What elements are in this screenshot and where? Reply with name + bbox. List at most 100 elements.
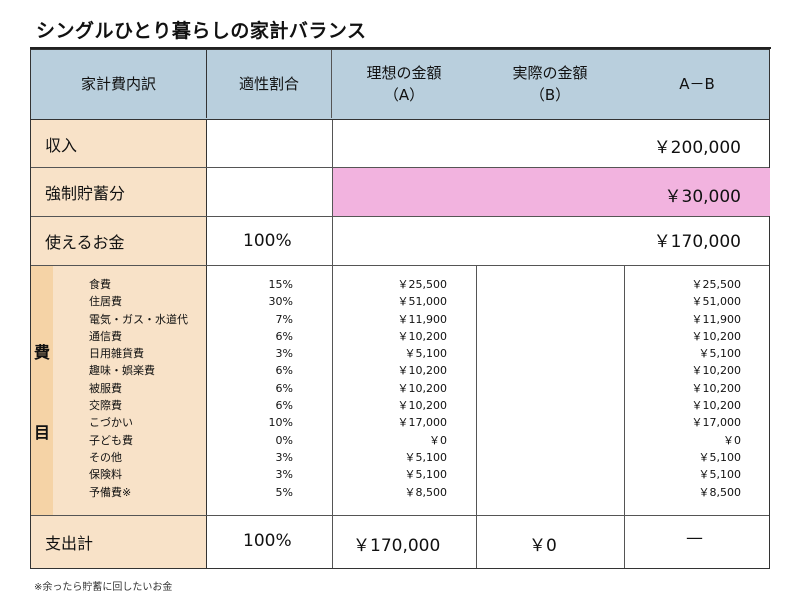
expense-diff: ￥10,200 [691,381,742,395]
usable-value: ￥170,000 [653,232,741,252]
expense-ideal: ￥10,200 [397,329,448,343]
expense-names: 食費 住居費 電気・ガス・水道代 通信費 日用雑貨費 趣味・娯楽費 被服費 交際費 こづかい 子ど… [89,276,188,501]
expense-side-label: 費 目 [31,266,53,515]
header-actual-sub: （B） [529,86,571,104]
expense-diff: ￥5,100 [698,450,742,464]
header-ratio-label: 適性割合 [238,75,299,93]
expense-name: 通信費 [89,329,122,343]
expense-ratio: 30% [268,295,293,309]
expense-actual [491,328,611,345]
header-diff: A－B [624,50,770,118]
expense-ideal: ￥10,200 [397,381,448,395]
expense-ideal: ￥0 [429,433,447,447]
divider [332,516,333,568]
expense-ratio: 15% [268,278,293,291]
expense-diff: ￥5,100 [698,347,742,361]
usable-label: 使えるお金 [31,217,207,265]
expense-ratios: 15% 30% 7% 6% 3% 6% 6% 6% 10% 0% 3% 3% 5% [237,276,293,501]
expense-actual [491,432,611,449]
expense-actual [491,449,611,466]
header-ideal: 理想の金額 （A） [332,50,476,118]
total-diff: — [686,528,703,548]
expense-ratio: 10% [268,416,293,430]
expense-name: 予備費※ [89,485,132,499]
expense-ratio: 6% [275,399,293,413]
divider [476,516,477,568]
usable-ratio: 100% [243,231,292,251]
expense-ideal: ￥17,000 [397,416,448,430]
divider [332,217,333,265]
expense-name: 子ども費 [89,433,133,447]
expense-label-bg [31,266,207,515]
total-label: 支出計 [31,516,207,568]
expense-actual [491,362,611,379]
expense-actual [491,397,611,414]
budget-table: 家計費内訳 適性割合 理想の金額 （A） 実際の金額 （B） A－B 収入 ￥2… [30,49,770,569]
expense-detail-row: 費 目 食費 住居費 電気・ガス・水道代 通信費 日用雑貨費 趣味・娯楽費 被服費 交際費 こづ… [31,266,769,516]
expense-diff: ￥10,200 [691,364,742,378]
expense-diff: ￥17,000 [691,416,742,430]
expense-name: その他 [89,450,122,464]
total-row: 支出計 100% ￥170,000 ￥0 — [31,516,769,568]
expense-ideals: ￥25,500 ￥51,000 ￥11,900 ￥10,200 ￥5,100 ￥10,20… [363,276,448,501]
expense-actual [491,345,611,362]
expense-diff: ￥10,200 [691,399,742,413]
side-label-top: 費 [33,342,50,362]
expense-diffs: ￥25,500 ￥51,000 ￥11,900 ￥10,200 ￥5,100 ￥10,20… [651,276,742,501]
income-value: ￥200,000 [653,138,741,158]
header-actual-label: 実際の金額 [512,64,588,82]
expense-ratio: 3% [275,468,293,482]
total-ideal: ￥170,000 [353,536,441,556]
expense-name: 食費 [89,278,111,291]
expense-diff: ￥8,500 [698,485,742,499]
expense-name: こづかい [89,416,133,430]
footnote: ※余ったら貯蓄に回したいお金 [34,582,173,593]
savings-row: 強制貯蓄分 ￥30,000 [31,168,770,217]
title-underline [30,47,771,49]
page-title: シングルひとり暮らしの家計バランス [36,20,367,42]
divider [624,516,625,568]
savings-value: ￥30,000 [664,187,741,207]
expense-ideal: ￥5,100 [404,450,448,464]
side-label-bottom: 目 [33,422,50,442]
total-actual: ￥0 [529,536,557,556]
expense-diff: ￥25,500 [691,278,742,291]
usable-row: 使えるお金 100% ￥170,000 [31,217,769,266]
expense-actual [491,293,611,310]
expense-ratio: 3% [275,347,293,361]
expense-ratio: 5% [275,485,293,499]
expense-ratio: 7% [275,312,293,326]
header-breakdown: 家計費内訳 [31,50,207,118]
header-ideal-sub: （A） [383,86,425,104]
divider [332,120,333,167]
expense-ideal: ￥10,200 [397,399,448,413]
income-row: 収入 ￥200,000 [31,120,769,168]
expense-actual [491,276,611,293]
expense-name: 保険料 [89,468,122,482]
expense-ratio: 3% [275,450,293,464]
expense-name: 住居費 [89,295,122,309]
divider [332,168,333,216]
expense-diff: ￥10,200 [691,329,742,343]
expense-actual [491,380,611,397]
expense-ratio: 0% [275,433,293,447]
total-ratio: 100% [243,531,292,551]
header-diff-label: A－B [679,75,715,93]
expense-actual [491,311,611,328]
expense-actual [491,484,611,501]
savings-highlight [332,168,770,216]
expense-ratio: 6% [275,381,293,395]
divider [624,266,625,515]
expense-actual [491,466,611,483]
table-header: 家計費内訳 適性割合 理想の金額 （A） 実際の金額 （B） A－B [31,50,769,120]
expense-actual [491,414,611,431]
expense-ideal: ￥5,100 [404,347,448,361]
income-label: 収入 [31,120,207,167]
divider [476,266,477,515]
expense-name: 被服費 [89,381,122,395]
expense-ideal: ￥25,500 [397,278,448,291]
expense-name: 趣味・娯楽費 [89,364,155,378]
header-actual: 実際の金額 （B） [476,50,624,118]
expense-ideal: ￥5,100 [404,468,448,482]
header-ratio: 適性割合 [207,50,332,118]
